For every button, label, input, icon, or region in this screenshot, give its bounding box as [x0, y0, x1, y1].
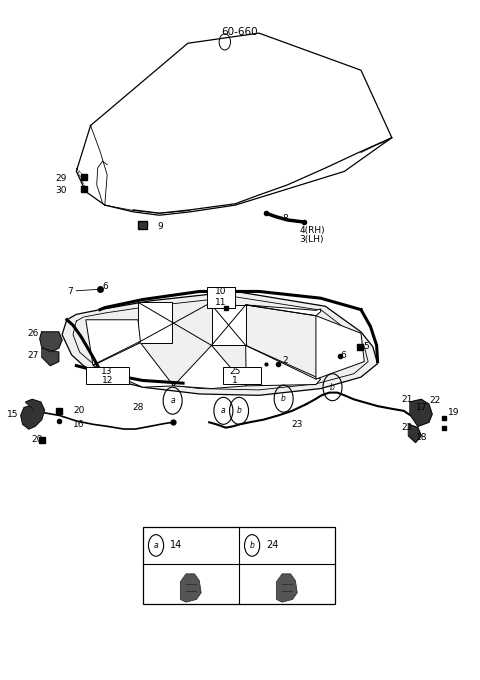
- Polygon shape: [408, 424, 421, 443]
- FancyBboxPatch shape: [207, 288, 235, 307]
- Polygon shape: [180, 574, 201, 602]
- Polygon shape: [93, 343, 174, 387]
- Text: 16: 16: [73, 420, 84, 429]
- Text: 6: 6: [341, 351, 347, 360]
- Text: 13: 13: [101, 367, 113, 376]
- Text: 2: 2: [283, 356, 288, 364]
- Text: 28: 28: [132, 403, 144, 412]
- Text: 8: 8: [283, 214, 288, 223]
- Text: b: b: [330, 383, 335, 392]
- FancyBboxPatch shape: [138, 220, 146, 229]
- Text: a: a: [154, 541, 158, 550]
- Text: 7: 7: [67, 287, 73, 296]
- Text: 19: 19: [448, 408, 459, 418]
- Polygon shape: [42, 348, 59, 366]
- Text: 5: 5: [363, 342, 369, 352]
- Text: 9: 9: [157, 222, 163, 231]
- Text: b: b: [250, 541, 254, 550]
- FancyBboxPatch shape: [143, 527, 335, 605]
- Text: 20: 20: [73, 407, 84, 415]
- Text: 29: 29: [56, 173, 67, 183]
- Text: b: b: [237, 407, 241, 415]
- Text: 12: 12: [101, 376, 113, 385]
- Text: 17: 17: [416, 403, 427, 412]
- Text: 60-660: 60-660: [222, 27, 258, 37]
- Text: 3(LH): 3(LH): [300, 235, 324, 244]
- Text: 11: 11: [215, 298, 227, 307]
- Polygon shape: [86, 320, 140, 365]
- Text: 26: 26: [27, 328, 38, 338]
- Text: 18: 18: [416, 433, 427, 442]
- FancyBboxPatch shape: [138, 302, 172, 343]
- Polygon shape: [246, 345, 321, 386]
- Polygon shape: [62, 292, 378, 395]
- Polygon shape: [40, 332, 62, 352]
- Polygon shape: [246, 305, 321, 316]
- Text: 21: 21: [401, 395, 413, 404]
- Polygon shape: [21, 399, 45, 429]
- Text: 27: 27: [27, 351, 38, 360]
- Text: 22: 22: [401, 423, 413, 432]
- Text: b: b: [281, 394, 286, 403]
- Text: 25: 25: [229, 367, 241, 375]
- Polygon shape: [316, 316, 364, 379]
- Text: 14: 14: [170, 541, 182, 550]
- Text: 4(RH): 4(RH): [300, 226, 325, 235]
- Text: 1: 1: [232, 376, 238, 385]
- Text: 30: 30: [55, 186, 67, 194]
- Text: 20: 20: [32, 435, 43, 443]
- Text: a: a: [221, 407, 226, 415]
- Text: 15: 15: [6, 409, 18, 419]
- Polygon shape: [410, 399, 432, 426]
- Text: 24: 24: [266, 541, 279, 550]
- Polygon shape: [276, 574, 297, 602]
- Text: 6: 6: [102, 282, 108, 290]
- Text: 22: 22: [430, 396, 441, 405]
- Text: 23: 23: [291, 420, 302, 429]
- Text: 10: 10: [215, 287, 227, 296]
- FancyBboxPatch shape: [86, 367, 129, 384]
- FancyBboxPatch shape: [212, 305, 246, 345]
- Polygon shape: [174, 345, 246, 388]
- Text: a: a: [170, 396, 175, 405]
- FancyBboxPatch shape: [223, 367, 261, 384]
